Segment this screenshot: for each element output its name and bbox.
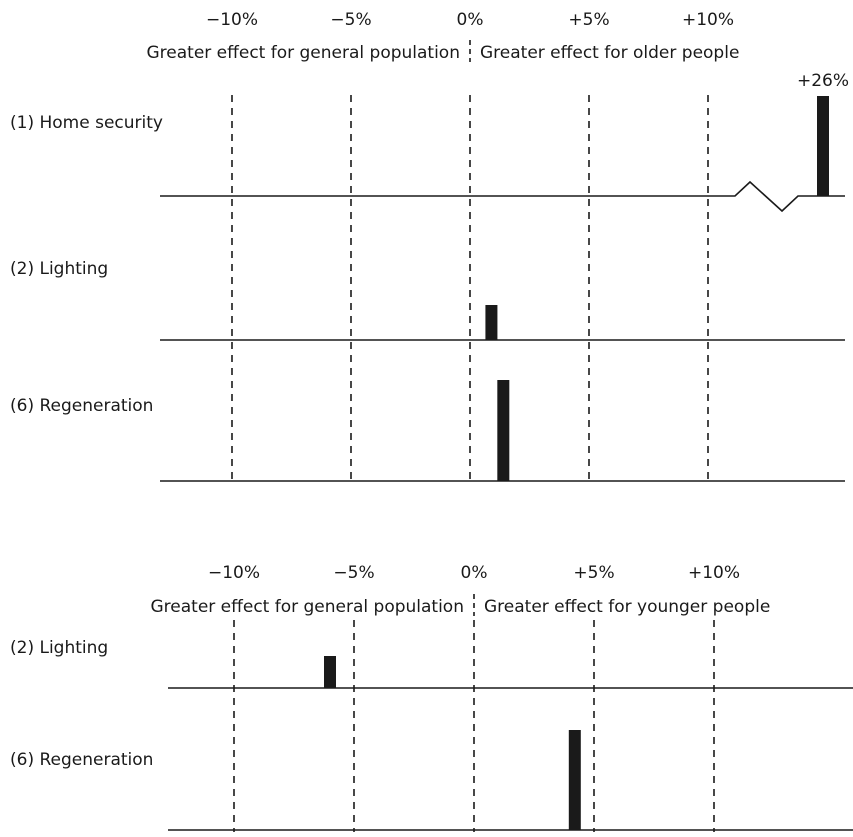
panel2-tick-label: −10% [208, 563, 260, 583]
panel1-row-label: (6) Regeneration [10, 396, 153, 416]
panel2-left-header: Greater effect for general population [151, 597, 465, 617]
panel1-axis-line-break [160, 180, 827, 213]
panel2-tick-label: +10% [688, 563, 740, 583]
panel1-tick-label: +10% [682, 10, 734, 30]
panel1-row-label: (2) Lighting [10, 259, 108, 279]
panel2-bar [568, 730, 581, 830]
panel1-left-header: Greater effect for general population [147, 43, 461, 63]
panel2-tick-label: 0% [461, 563, 488, 583]
panel2-bar [324, 656, 336, 688]
panel1-bar [817, 96, 829, 196]
panel1-data-label: +26% [797, 71, 849, 91]
panel2-row-label: (2) Lighting [10, 638, 108, 658]
panel2-right-header: Greater effect for younger people [484, 597, 770, 617]
panel1-bar [485, 305, 498, 340]
panel2-tick-label: +5% [573, 563, 614, 583]
panel1-tick-label: −10% [206, 10, 258, 30]
panel1-tick-label: +5% [568, 10, 609, 30]
panel1-bar [497, 380, 510, 481]
panel1-right-header: Greater effect for older people [480, 43, 739, 63]
panel1-tick-label: −5% [330, 10, 371, 30]
panel1-tick-label: 0% [457, 10, 484, 30]
panel2-row-label: (6) Regeneration [10, 750, 153, 770]
panel2-tick-label: −5% [333, 563, 374, 583]
panel1-row-label: (1) Home security [10, 113, 163, 133]
